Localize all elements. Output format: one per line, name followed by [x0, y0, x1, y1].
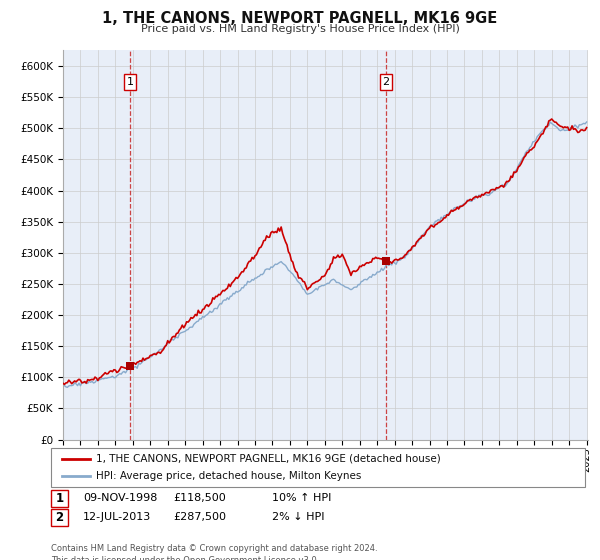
Text: 09-NOV-1998: 09-NOV-1998 — [83, 493, 157, 503]
Text: 12-JUL-2013: 12-JUL-2013 — [83, 512, 151, 522]
Text: 2% ↓ HPI: 2% ↓ HPI — [272, 512, 325, 522]
Text: 2: 2 — [382, 77, 389, 87]
Text: 10% ↑ HPI: 10% ↑ HPI — [272, 493, 331, 503]
Text: £118,500: £118,500 — [173, 493, 226, 503]
Text: HPI: Average price, detached house, Milton Keynes: HPI: Average price, detached house, Milt… — [96, 471, 361, 481]
Text: 1, THE CANONS, NEWPORT PAGNELL, MK16 9GE (detached house): 1, THE CANONS, NEWPORT PAGNELL, MK16 9GE… — [96, 454, 441, 464]
Text: 1, THE CANONS, NEWPORT PAGNELL, MK16 9GE: 1, THE CANONS, NEWPORT PAGNELL, MK16 9GE — [103, 11, 497, 26]
Text: 1: 1 — [55, 492, 64, 505]
Text: Price paid vs. HM Land Registry's House Price Index (HPI): Price paid vs. HM Land Registry's House … — [140, 24, 460, 34]
Text: 2: 2 — [55, 511, 64, 524]
Text: 1: 1 — [127, 77, 133, 87]
Text: Contains HM Land Registry data © Crown copyright and database right 2024.
This d: Contains HM Land Registry data © Crown c… — [51, 544, 377, 560]
Text: £287,500: £287,500 — [173, 512, 226, 522]
